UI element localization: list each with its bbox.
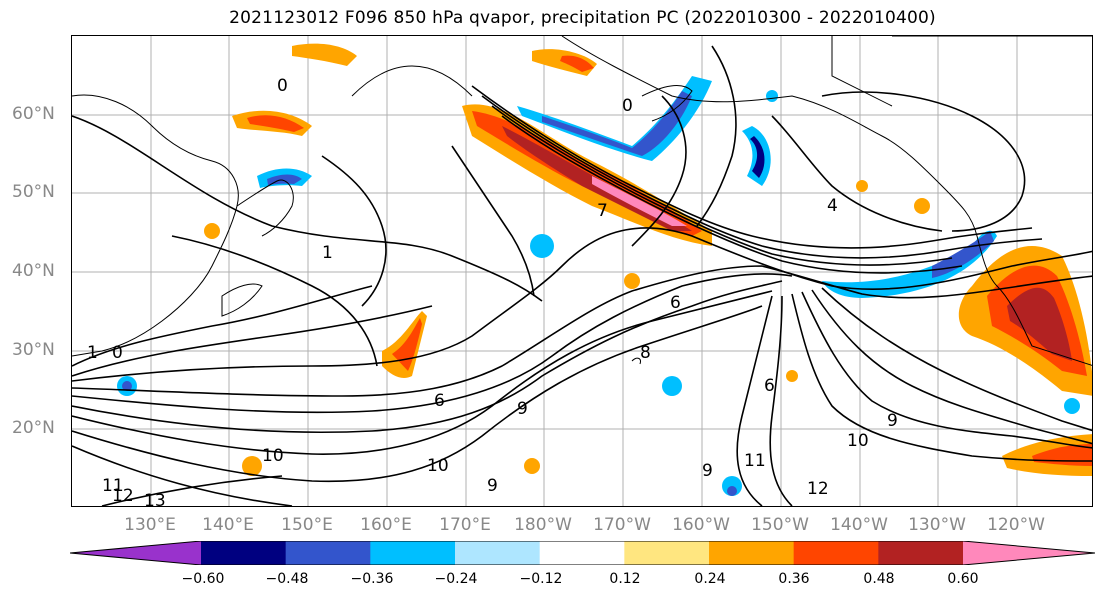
lat-label-40n: 40°N (12, 261, 55, 281)
contour-label: 10 (847, 431, 869, 451)
contour-label: 9 (702, 461, 713, 481)
lat-label-20n: 20°N (12, 418, 55, 438)
contour-label: 6 (764, 376, 775, 396)
colorbar-tick: −0.60 (181, 571, 225, 587)
contour-label: 0 (622, 96, 633, 116)
colorbar-tick: 0.60 (947, 571, 979, 587)
lon-label-120w: 120°W (987, 515, 1045, 535)
colorbar-tick: 0.24 (694, 571, 726, 587)
contour-label: 1 (322, 243, 333, 263)
precip-shading (117, 43, 1092, 496)
contour-label: 12 (807, 479, 829, 499)
contour-label: 6 (434, 391, 445, 411)
lat-label-30n: 30°N (12, 340, 55, 360)
lat-label-50n: 50°N (12, 182, 55, 202)
map-canvas: 0 0 1 1 0 6 9 6 8 9 10 10 11 12 13 10 9 … (72, 36, 1092, 507)
contour-label: 1 (87, 343, 98, 363)
colorbar-tick: −0.36 (350, 571, 394, 587)
coastlines (72, 36, 1092, 366)
contour-label: 9 (887, 411, 898, 431)
colorbar-over-arrow (963, 541, 1095, 565)
colorbar-segment (285, 541, 371, 565)
contour-labels: 0 0 1 1 0 6 9 6 8 9 10 10 11 12 13 10 9 … (87, 76, 898, 507)
contour-label: 7 (597, 201, 608, 221)
colorbar-tick: −0.24 (434, 571, 478, 587)
colorbar-tick: 0.36 (778, 571, 810, 587)
qvapor-contours (72, 45, 1092, 506)
map-title: 2021123012 F096 850 hPa qvapor, precipit… (229, 8, 936, 28)
lon-label-140w: 140°W (830, 515, 888, 535)
colorbar-segment (793, 541, 879, 565)
contour-label: 10 (427, 456, 449, 476)
lon-label-160e: 160°E (360, 515, 412, 535)
lon-label-180w: 180°W (514, 515, 572, 535)
contour-label: 10 (262, 446, 284, 466)
lon-label-140e: 140°E (202, 515, 254, 535)
colorbar-segment (709, 541, 795, 565)
colorbar-tick: −0.48 (265, 571, 309, 587)
colorbar-segments (201, 541, 964, 565)
lon-label-130e: 130°E (124, 515, 176, 535)
colorbar-segment (201, 541, 287, 565)
contour-label: 6 (670, 293, 681, 313)
lon-label-170e: 170°E (439, 515, 491, 535)
contour-label: 0 (112, 343, 123, 363)
lat-label-60n: 60°N (12, 104, 55, 124)
contour-label: 11 (102, 476, 124, 496)
contour-label: 13 (144, 491, 166, 507)
contour-label: 4 (827, 196, 838, 216)
lon-label-150e: 150°E (281, 515, 333, 535)
contour-label: 9 (487, 476, 498, 496)
colorbar (70, 541, 1095, 565)
colorbar-tick: 0.12 (609, 571, 641, 587)
contour-label: 9 (517, 399, 528, 419)
lon-label-160w: 160°W (672, 515, 730, 535)
colorbar-under-arrow (70, 541, 201, 565)
lon-label-150w: 150°W (751, 515, 809, 535)
colorbar-segment (455, 541, 541, 565)
colorbar-tick: 0.48 (863, 571, 895, 587)
map-panel: 0 0 1 1 0 6 9 6 8 9 10 10 11 12 13 10 9 … (71, 35, 1093, 507)
contour-label: 11 (744, 451, 766, 471)
colorbar-segment (539, 541, 625, 565)
colorbar-tick: −0.12 (519, 571, 563, 587)
contour-label: 8 (640, 343, 651, 363)
lon-label-130w: 130°W (908, 515, 966, 535)
colorbar-segment (878, 541, 964, 565)
contour-label: 0 (277, 76, 288, 96)
lon-label-170w: 170°W (593, 515, 651, 535)
colorbar-segment (624, 541, 710, 565)
contour-label: 12 (112, 486, 134, 506)
colorbar-segment (370, 541, 456, 565)
